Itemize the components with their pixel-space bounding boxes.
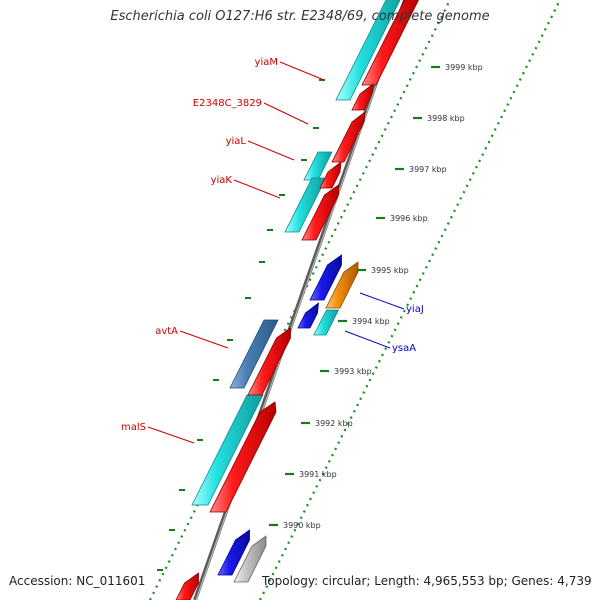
cds-red-a bbox=[351, 83, 374, 111]
gene-leader-line bbox=[279, 61, 325, 81]
gene-leader-line bbox=[344, 330, 391, 349]
kbp-tick-label: 3998 kbp bbox=[427, 114, 465, 123]
map-title: Escherichia coli O127:H6 str. E2348/69, … bbox=[110, 9, 490, 24]
gene-label: yiaL bbox=[226, 136, 247, 147]
cds-malS bbox=[191, 394, 264, 506]
cds-blue-a bbox=[309, 254, 342, 301]
gene-leader-line bbox=[359, 292, 405, 310]
cds-red-bottom bbox=[175, 572, 199, 600]
kbp-tick-label: 3995 kbp bbox=[371, 266, 409, 275]
kbp-tick-label: 3992 kbp bbox=[315, 419, 353, 428]
kbp-tick-label: 3993 kbp bbox=[334, 367, 372, 376]
cds-red-b bbox=[319, 161, 342, 189]
kbp-tick-label: 3991 kbp bbox=[299, 470, 337, 479]
gene-label: yiaK bbox=[211, 175, 233, 186]
outer-scale-line bbox=[259, 0, 562, 600]
backbone-highlight bbox=[195, 0, 407, 600]
gene-label: yiaJ bbox=[406, 304, 424, 315]
cds-blue-b bbox=[297, 302, 319, 329]
kbp-tick-label: 3996 kbp bbox=[390, 214, 428, 223]
accession-text: Accession: NC_011601 bbox=[9, 574, 146, 588]
kbp-tick-label: 3997 kbp bbox=[409, 165, 447, 174]
cds-red-top bbox=[361, 0, 419, 86]
gene-leader-line bbox=[147, 426, 195, 444]
gene-leader-line bbox=[247, 140, 295, 161]
cds-yiaJ bbox=[325, 261, 359, 309]
cds-red-d bbox=[247, 327, 291, 396]
gene-callouts: yiaM E2348C_3829 yiaL yiaK avtA malS yiaJ ysaA bbox=[121, 57, 424, 444]
gene-leader-line bbox=[263, 102, 309, 125]
gene-features bbox=[175, 0, 419, 600]
cds-blue-c bbox=[217, 529, 250, 576]
cds-red-c bbox=[301, 184, 339, 241]
gene-leader-line bbox=[233, 179, 281, 199]
cds-E2348C-3829 bbox=[331, 111, 366, 163]
gene-label: yiaM bbox=[255, 57, 278, 68]
kbp-tick-label: 3994 kbp bbox=[352, 317, 390, 326]
genome-summary-text: Topology: circular; Length: 4,965,553 bp… bbox=[262, 574, 592, 588]
cds-grey bbox=[233, 535, 267, 583]
gene-label: ysaA bbox=[392, 343, 416, 354]
cds-yiaM bbox=[335, 0, 401, 101]
gene-label: malS bbox=[121, 422, 146, 433]
cds-avtA bbox=[229, 319, 279, 389]
kbp-tick-label: 3999 kbp bbox=[445, 63, 483, 72]
kbp-tick-label: 3990 kbp bbox=[283, 521, 321, 530]
cds-red-e bbox=[209, 401, 277, 513]
gene-label: avtA bbox=[155, 326, 178, 337]
cds-ysaA bbox=[313, 309, 340, 336]
inner-scale-line bbox=[149, 0, 452, 600]
gene-label: E2348C_3829 bbox=[193, 98, 262, 109]
gene-leader-line bbox=[179, 330, 229, 349]
kbp-scale: 3999 kbp 3998 kbp 3997 kbp 3996 kbp 3995 kbp… bbox=[269, 63, 483, 530]
